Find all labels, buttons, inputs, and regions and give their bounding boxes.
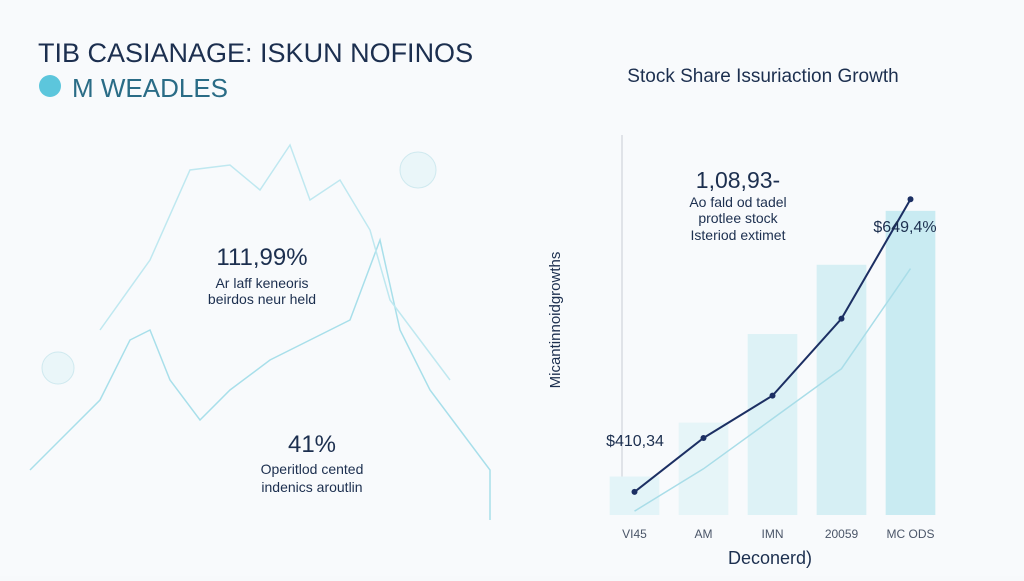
logo bbox=[39, 75, 61, 97]
annotation: Isteriod extimet bbox=[691, 227, 786, 243]
annotation: $649,4% bbox=[873, 219, 936, 236]
line-point bbox=[907, 196, 914, 203]
stat: 111,99% bbox=[216, 244, 307, 271]
coin-icon bbox=[399, 151, 437, 189]
x-tick-label: IMN bbox=[762, 527, 784, 541]
bar bbox=[747, 334, 798, 515]
decor-line bbox=[29, 237, 491, 520]
line bbox=[634, 268, 912, 512]
annotation: 1,08,93- bbox=[696, 167, 780, 193]
caption: Operitlod cented bbox=[261, 461, 364, 477]
line-point bbox=[838, 315, 845, 322]
x-tick-label: MC ODS bbox=[887, 527, 935, 541]
chart-title: Stock Share Issuriaction Growth bbox=[627, 66, 898, 87]
caption: beirdos neur held bbox=[208, 291, 316, 307]
y-axis-label: Micantinnoidgrowths bbox=[547, 252, 564, 389]
caption: Ar laff keneoris bbox=[215, 275, 308, 291]
x-axis-label: Deconerd) bbox=[728, 548, 812, 568]
bar bbox=[885, 210, 936, 515]
bar bbox=[609, 476, 660, 515]
x-tick-label: AM bbox=[695, 527, 713, 541]
x-tick-label: 20059 bbox=[825, 527, 859, 541]
annotation: protlee stock bbox=[698, 210, 778, 226]
title: TIB CASIANAGE: ISKUN NOFINOS bbox=[38, 38, 473, 68]
stat: 41% bbox=[288, 431, 336, 458]
subtitle: M WEADLES bbox=[72, 73, 228, 103]
x-tick-label: VI45 bbox=[622, 527, 647, 541]
annotation: $410,34 bbox=[606, 433, 664, 450]
line-point bbox=[769, 392, 776, 399]
line-point bbox=[700, 435, 707, 441]
annotation: Ao fald od tadel bbox=[689, 194, 786, 210]
line-point bbox=[631, 488, 638, 495]
annotations: $410,34 1,08,93- Ao fald od tadel protle… bbox=[606, 167, 937, 450]
caption: indenics aroutlin bbox=[261, 479, 362, 495]
coin-icon bbox=[41, 351, 75, 385]
bar bbox=[816, 264, 867, 515]
decor-line bbox=[99, 143, 451, 381]
